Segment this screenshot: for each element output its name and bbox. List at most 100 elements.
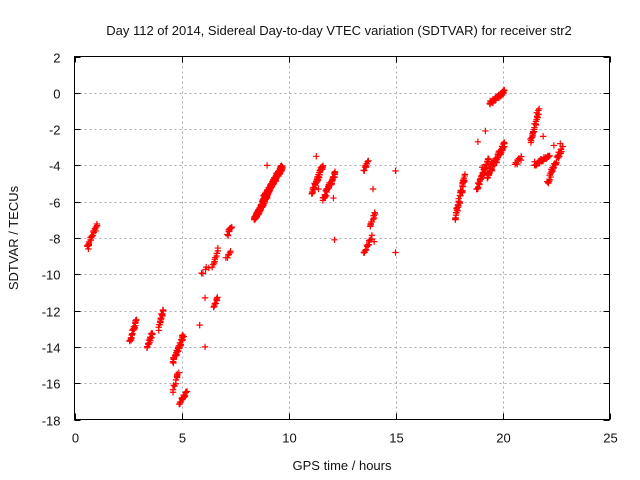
data-point <box>170 355 177 363</box>
data-point <box>453 207 461 214</box>
x-tick-label: 0 <box>72 431 79 446</box>
data-point <box>132 316 140 324</box>
data-point <box>484 155 492 162</box>
data-point <box>315 185 322 193</box>
x-tick-label: 5 <box>179 431 186 446</box>
data-point <box>546 152 553 160</box>
data-points <box>84 86 566 408</box>
data-point <box>227 247 234 255</box>
data-point <box>183 388 191 395</box>
y-tick-label: -2 <box>49 123 61 138</box>
y-tick-label: -12 <box>42 305 61 320</box>
data-point <box>369 185 377 193</box>
data-point <box>392 167 399 175</box>
data-point <box>196 321 203 329</box>
data-point <box>313 153 320 160</box>
data-point <box>534 114 541 121</box>
data-point <box>482 127 489 135</box>
data-point <box>85 245 92 253</box>
data-point <box>212 300 219 307</box>
data-point <box>127 335 134 343</box>
data-point <box>331 169 339 176</box>
data-point <box>533 109 540 116</box>
data-point <box>474 138 482 146</box>
y-tick-label: -18 <box>42 414 61 429</box>
data-point <box>210 303 217 311</box>
data-point <box>156 318 164 326</box>
data-point <box>180 333 187 340</box>
data-point <box>213 295 220 302</box>
data-point <box>535 105 543 113</box>
data-point <box>477 175 485 182</box>
data-point <box>92 223 100 231</box>
x-tick-label: 25 <box>603 431 617 446</box>
y-tick-label: 2 <box>53 51 60 66</box>
data-point <box>214 294 221 301</box>
data-point <box>279 163 286 171</box>
data-point <box>330 194 337 202</box>
data-point <box>148 330 156 337</box>
x-tick-label: 20 <box>496 431 510 446</box>
data-point <box>331 236 338 244</box>
data-point <box>199 270 207 277</box>
data-point <box>371 209 378 216</box>
data-point <box>478 164 486 171</box>
data-point <box>224 231 231 238</box>
data-point <box>552 159 560 167</box>
data-point <box>210 261 217 268</box>
data-point <box>226 225 233 233</box>
data-point <box>368 218 375 226</box>
data-point <box>174 370 181 378</box>
data-point <box>201 294 209 302</box>
data-point <box>392 249 399 256</box>
data-point <box>362 247 369 254</box>
data-point <box>539 133 547 140</box>
data-point <box>159 306 167 314</box>
grid-layer <box>74 56 610 420</box>
y-tick-label: 0 <box>53 87 60 102</box>
y-axis-label: SDTVAR / TECUs <box>6 185 21 290</box>
data-point <box>550 142 558 149</box>
data-point <box>531 158 538 165</box>
data-point <box>368 232 376 239</box>
chart-title: Day 112 of 2014, Sidereal Day-to-day VTE… <box>106 23 572 38</box>
data-point <box>263 162 271 169</box>
data-point <box>501 140 508 147</box>
data-point <box>205 264 213 272</box>
y-tick-label: -14 <box>42 341 61 356</box>
plot-frame <box>74 56 610 420</box>
x-tick-label: 10 <box>282 431 296 446</box>
y-tick-label: -6 <box>49 196 61 211</box>
data-point <box>532 118 540 125</box>
data-point <box>365 157 372 165</box>
data-point <box>485 171 493 179</box>
data-point <box>500 86 508 94</box>
data-point <box>201 343 209 351</box>
y-tick-label: -8 <box>49 232 61 247</box>
y-tick-label: -10 <box>42 268 61 283</box>
data-point <box>365 241 372 248</box>
data-point <box>557 140 564 147</box>
y-tick-label: -16 <box>42 377 61 392</box>
data-point <box>514 156 521 164</box>
data-point <box>319 163 326 170</box>
data-point <box>224 254 231 261</box>
y-tick-label: -4 <box>49 159 61 174</box>
data-point <box>128 331 135 339</box>
data-point <box>93 220 101 228</box>
data-point <box>461 172 468 180</box>
data-point <box>545 153 552 160</box>
data-point <box>181 392 189 399</box>
data-point <box>362 162 369 169</box>
data-point <box>370 214 378 222</box>
data-point <box>364 158 371 165</box>
data-point <box>169 386 177 393</box>
data-point <box>370 238 378 245</box>
data-point <box>361 167 368 174</box>
data-point <box>319 162 327 169</box>
x-tick-label: 15 <box>389 431 403 446</box>
x-axis-label: GPS time / hours <box>293 458 392 473</box>
data-point <box>456 198 463 206</box>
